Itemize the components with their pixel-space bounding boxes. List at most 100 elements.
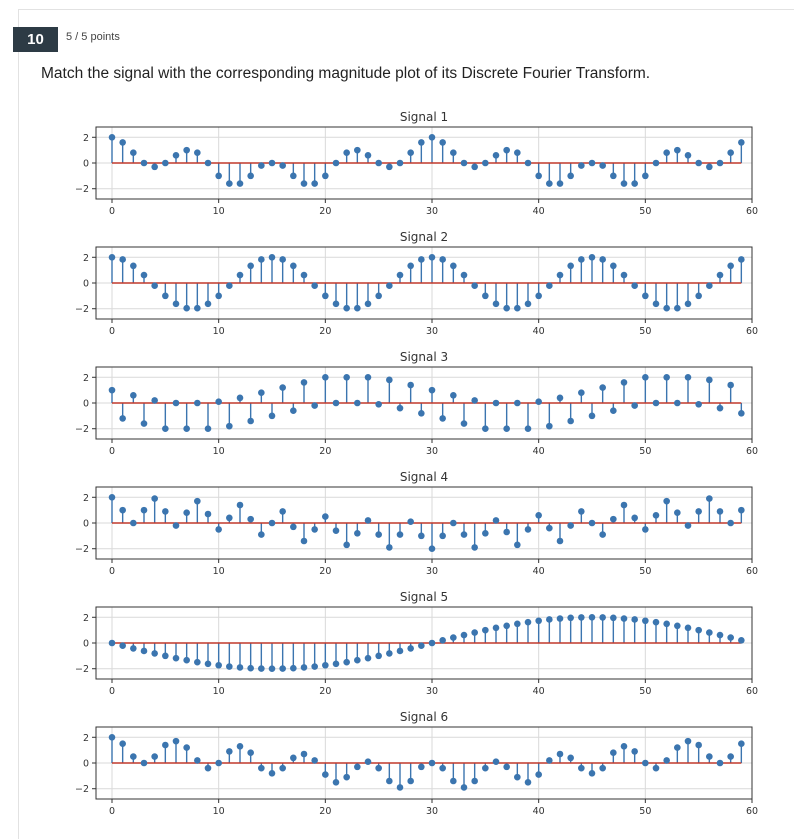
x-tick-label: 20 [319, 206, 331, 217]
stem-marker [194, 149, 201, 157]
stem-marker [578, 614, 585, 621]
stem-marker [386, 163, 393, 171]
stem-marker [524, 425, 532, 433]
stem-marker [226, 282, 233, 290]
stem-marker [140, 420, 148, 427]
stem-marker [460, 784, 468, 791]
stem-marker [620, 501, 628, 509]
stem-marker [588, 769, 596, 777]
plot-title: Signal 5 [400, 590, 448, 604]
stem-marker [407, 381, 414, 389]
stem-marker [119, 415, 126, 422]
stem-marker [652, 399, 660, 407]
stem-marker [706, 282, 713, 290]
x-tick-label: 0 [109, 566, 115, 577]
stem-marker [108, 133, 116, 141]
stem-marker [663, 373, 670, 381]
stem-marker [578, 764, 585, 772]
stem-marker [268, 769, 276, 777]
stem-marker [194, 399, 201, 407]
stem-marker [354, 304, 361, 312]
stem-marker [578, 508, 585, 515]
stem-marker [492, 758, 500, 766]
x-tick-label: 30 [426, 446, 438, 457]
stem-marker [620, 742, 628, 750]
stem-marker [247, 417, 254, 425]
stem-marker [407, 262, 414, 270]
stem-marker [258, 665, 265, 672]
stem-marker [226, 748, 233, 755]
x-tick-label: 60 [746, 686, 758, 697]
plot-title: Signal 1 [400, 110, 448, 124]
stem-marker [386, 777, 393, 785]
stem-marker [247, 515, 254, 523]
stem-marker [343, 373, 350, 381]
stem-marker [684, 624, 692, 632]
stem-marker [492, 151, 500, 159]
stem-marker [695, 400, 702, 408]
stem-marker [183, 656, 190, 664]
stem-marker [247, 664, 254, 672]
stem-marker [354, 399, 361, 407]
stem-marker [332, 300, 340, 308]
stem-marker [162, 292, 169, 300]
stem-marker [642, 172, 649, 180]
stem-marker [439, 256, 446, 263]
stem-marker [311, 282, 318, 290]
stem-marker [108, 493, 116, 501]
stem-marker [503, 528, 510, 536]
stem-marker [290, 754, 297, 762]
stem-marker [684, 300, 692, 308]
stem-marker [375, 652, 382, 660]
stem-marker [599, 162, 606, 169]
x-tick-label: 40 [533, 446, 545, 457]
stem-marker [279, 764, 286, 772]
stem-marker [428, 253, 436, 261]
stem-marker [535, 172, 542, 180]
stem-marker [268, 412, 276, 420]
y-tick-label: 0 [83, 639, 89, 650]
stem-marker [215, 526, 222, 533]
stem-marker [524, 618, 532, 626]
stem-marker [311, 757, 318, 764]
stem-marker [706, 163, 713, 171]
stem-marker [194, 757, 201, 764]
x-tick-label: 0 [109, 206, 115, 217]
stem-marker [503, 425, 510, 433]
stem-marker [460, 531, 468, 538]
stem-marker [108, 733, 116, 741]
stem-marker [610, 262, 617, 270]
stem-marker [151, 163, 158, 171]
stem-marker [652, 159, 660, 167]
stem-marker [162, 508, 169, 515]
stem-marker [204, 510, 212, 518]
stem-marker [546, 282, 553, 290]
stem-marker [226, 514, 233, 522]
stem-marker [183, 304, 190, 312]
stem-marker [258, 764, 265, 772]
stem-marker [300, 537, 308, 545]
y-tick-label: −2 [75, 184, 89, 195]
y-tick-label: 0 [83, 399, 89, 410]
stem-marker [716, 404, 724, 412]
stem-marker [652, 764, 660, 772]
stem-marker [279, 508, 286, 515]
x-tick-label: 10 [213, 686, 225, 697]
stem-marker [695, 159, 702, 167]
stem-marker [119, 506, 126, 514]
x-tick-label: 10 [213, 326, 225, 337]
stem-marker [194, 304, 201, 312]
stem-marker [631, 402, 638, 409]
stem-marker [652, 511, 660, 519]
stem-marker [386, 650, 393, 657]
stem-marker [567, 262, 574, 270]
stem-marker [279, 256, 286, 263]
y-tick-label: −2 [75, 544, 89, 555]
stem-marker [620, 180, 628, 187]
stem-marker [524, 526, 532, 533]
stem-marker [119, 256, 126, 263]
stem-marker [418, 139, 425, 146]
x-tick-label: 30 [426, 326, 438, 337]
x-tick-label: 20 [319, 566, 331, 577]
